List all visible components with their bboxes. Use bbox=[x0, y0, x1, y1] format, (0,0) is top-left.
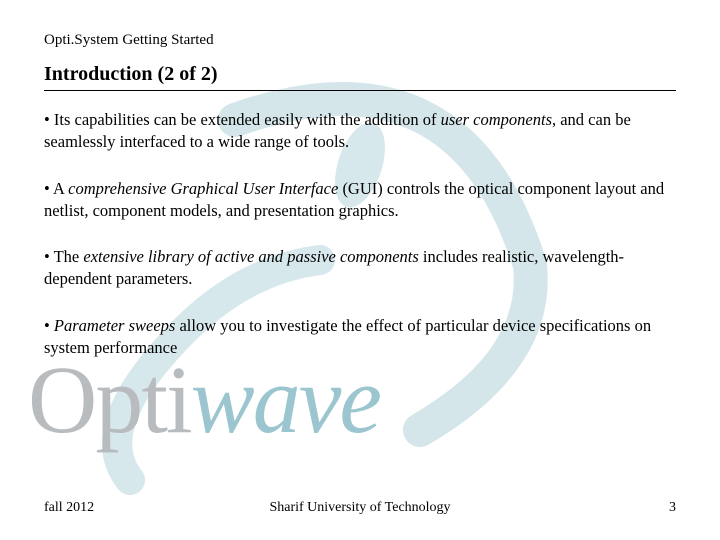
slide: Optiwave Opti.System Getting Started Int… bbox=[0, 0, 720, 540]
bullet-text: • A bbox=[44, 179, 68, 198]
bullet-em: comprehensive Graphical User Interface bbox=[68, 179, 338, 198]
bullet-1: • Its capabilities can be extended easil… bbox=[44, 109, 676, 154]
bullet-2: • A comprehensive Graphical User Interfa… bbox=[44, 178, 676, 223]
bullet-text: • The bbox=[44, 247, 83, 266]
bullet-em: user components bbox=[441, 110, 552, 129]
bullet-4: • Parameter sweeps allow you to investig… bbox=[44, 315, 676, 360]
section-heading: Introduction (2 of 2) bbox=[44, 63, 676, 91]
content-area: Opti.System Getting Started Introduction… bbox=[0, 0, 720, 540]
bullet-text: • bbox=[44, 316, 54, 335]
slide-small-title: Opti.System Getting Started bbox=[44, 32, 676, 49]
bullet-3: • The extensive library of active and pa… bbox=[44, 246, 676, 291]
bullet-em: Parameter sweeps bbox=[54, 316, 175, 335]
bullet-text: • Its capabilities can be extended easil… bbox=[44, 110, 441, 129]
bullet-em: extensive library of active and passive … bbox=[83, 247, 418, 266]
